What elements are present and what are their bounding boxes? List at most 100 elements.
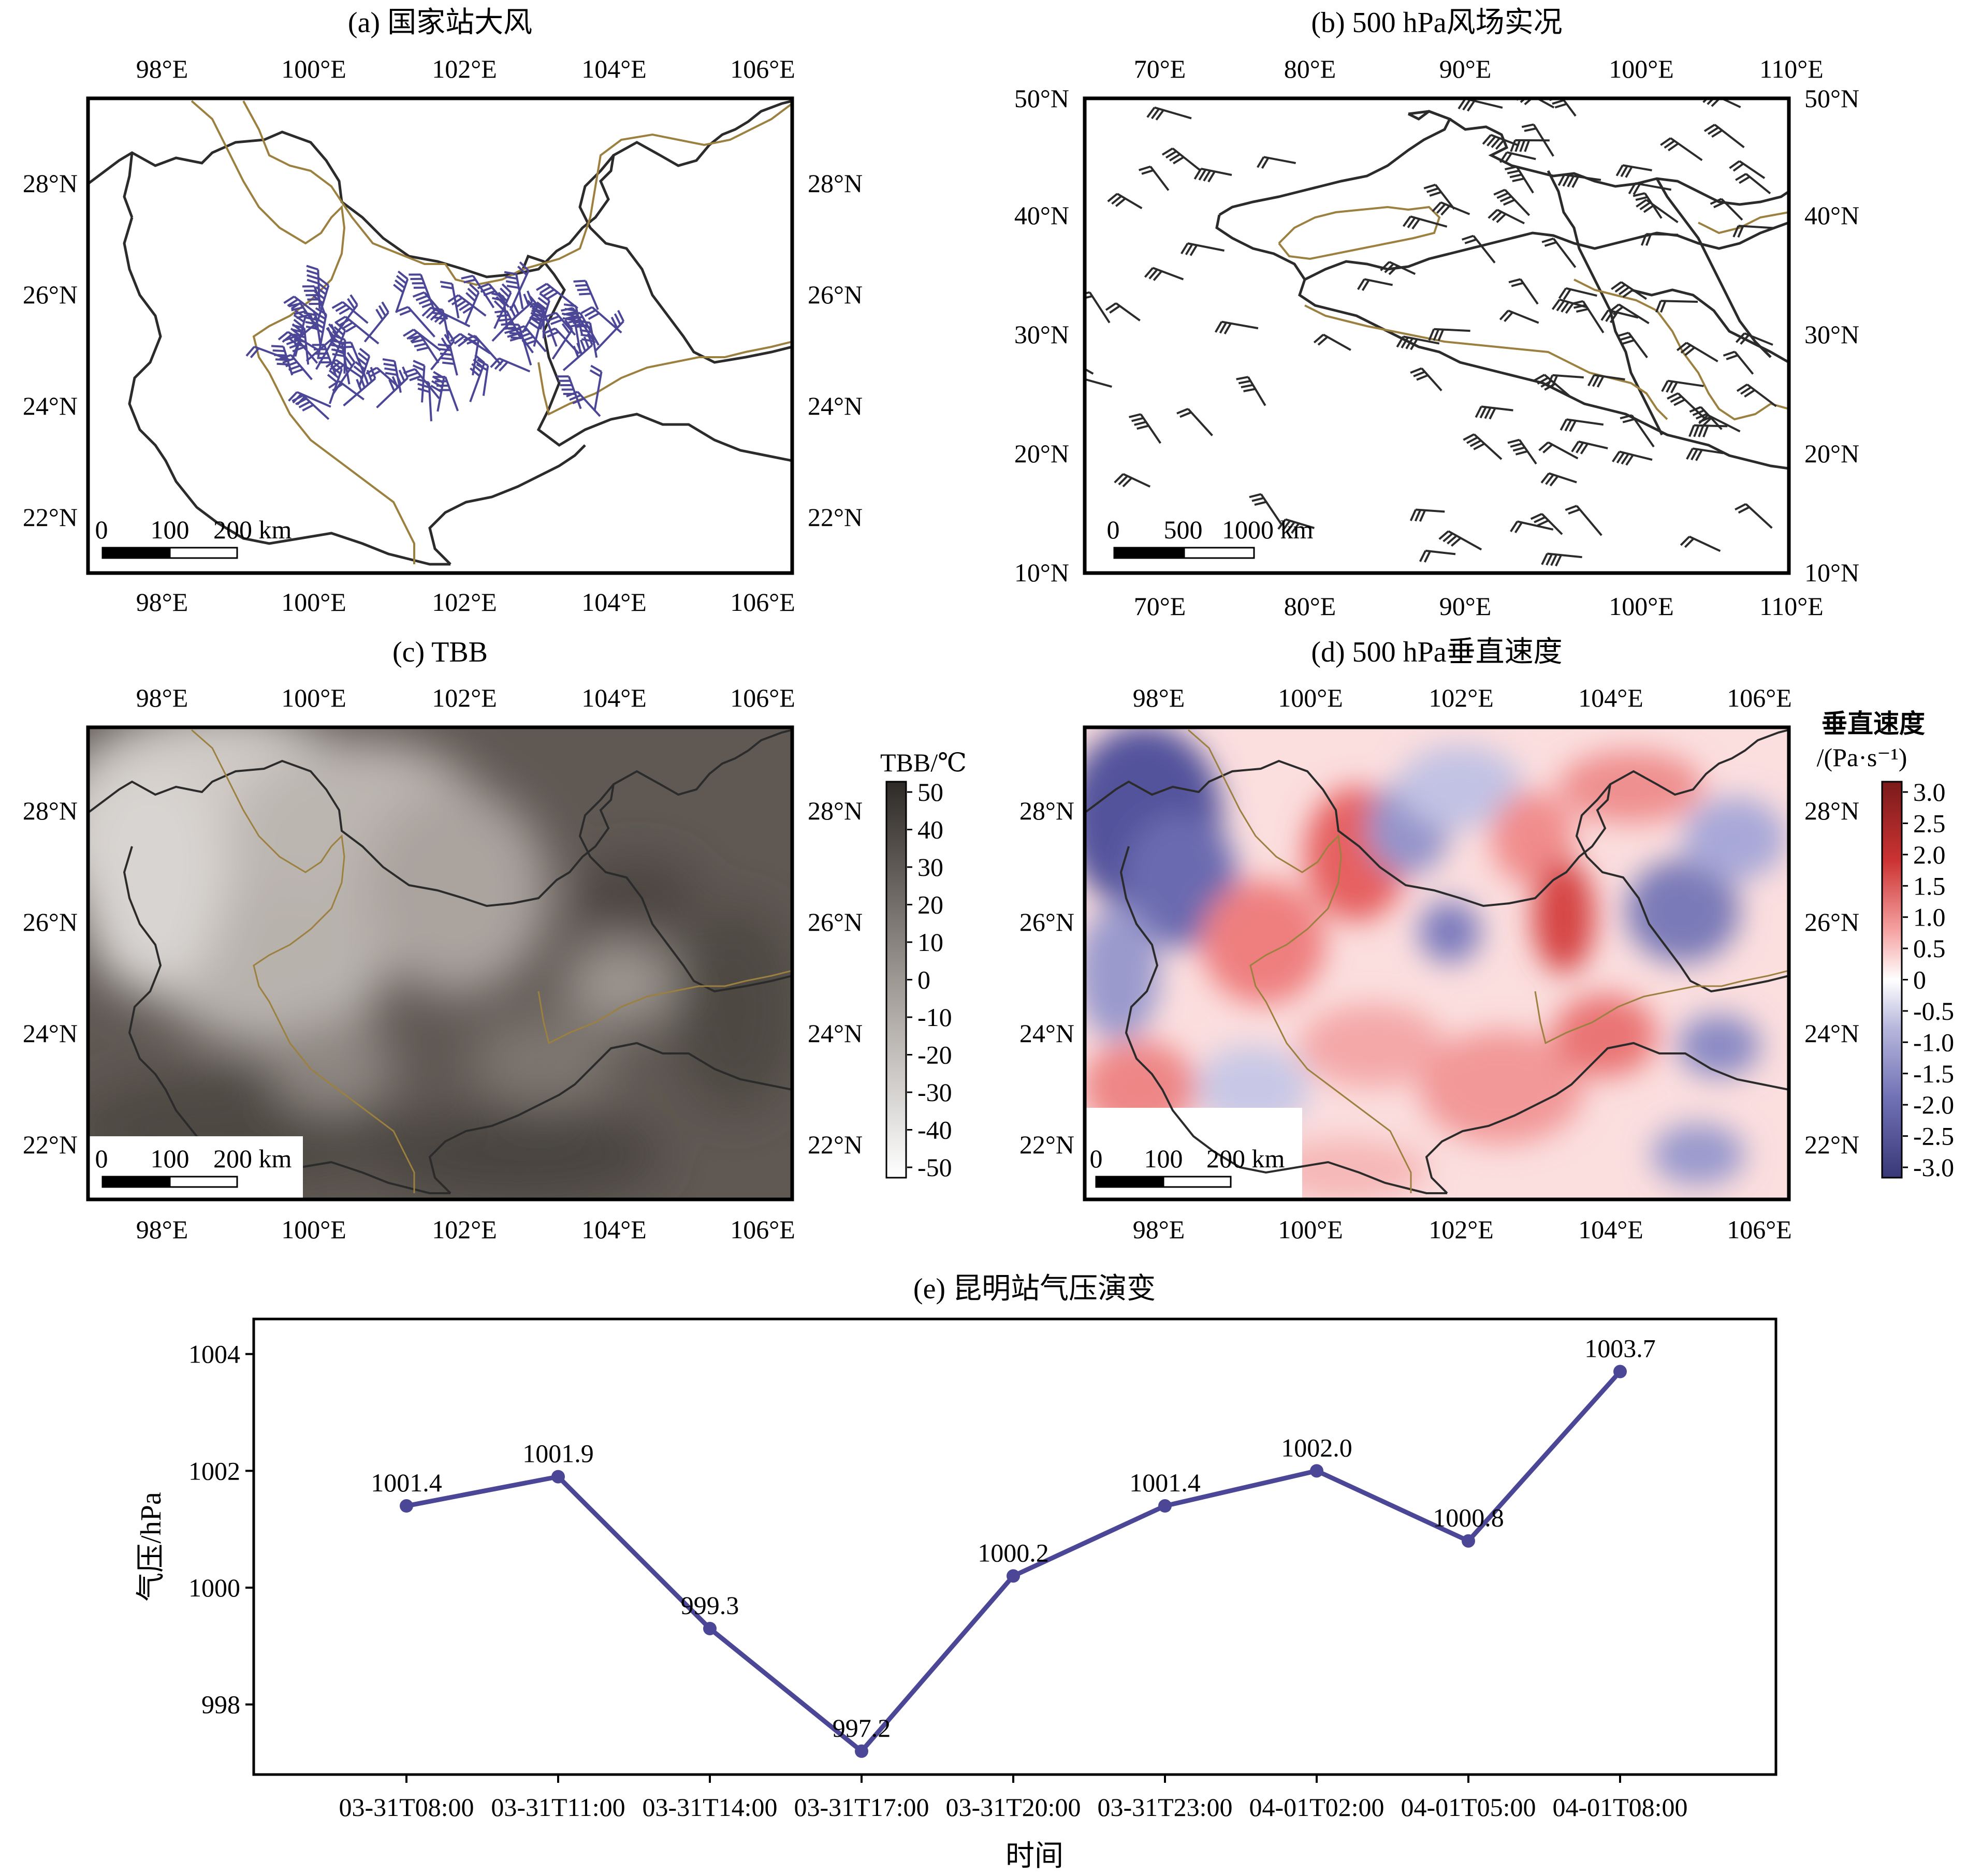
scale-segment <box>1183 547 1255 559</box>
wind-barb <box>1176 407 1213 436</box>
wind-barbs <box>245 261 625 421</box>
wind-barb <box>1463 433 1503 460</box>
wind-barb <box>1277 518 1315 534</box>
scale-label: 0 <box>95 515 108 544</box>
x-axis: 03-31T08:00 03-31T11:00 03-31T14:00 03-31T1… <box>339 1775 1688 1822</box>
colorbar-unit: /(Pa·s⁻¹) <box>1817 743 1907 772</box>
wind-barb <box>1508 278 1539 305</box>
wind-barb <box>1538 441 1579 460</box>
wind-barb <box>581 306 622 334</box>
tick-label: 22°N <box>808 1130 863 1159</box>
scale-bar: 0 100 200 km <box>95 515 292 559</box>
tick-label: 106°E <box>730 1215 795 1244</box>
data-label: 1001.4 <box>371 1468 442 1497</box>
province-border <box>1408 110 1789 206</box>
tick-label: 24°N <box>23 391 78 420</box>
wind-barb <box>1357 278 1393 291</box>
country-border <box>1188 729 1412 1193</box>
panel-a-map <box>88 99 792 566</box>
wind-barb <box>1161 148 1202 172</box>
scale-segment <box>1113 547 1185 559</box>
wind-barb <box>1723 350 1754 375</box>
panel-b-lon-ticks-top: 70°E 80°E 90°E 100°E 110°E <box>1134 54 1824 83</box>
wind-barb <box>573 280 599 310</box>
wind-barb <box>1438 530 1482 551</box>
panel-d: (d) 500 hPa垂直速度 <box>1019 636 1954 1244</box>
tick-label: 100°E <box>1609 592 1674 621</box>
colorbar-label: 10 <box>917 928 943 957</box>
wind-barb <box>1428 328 1470 341</box>
wind-barb <box>1193 168 1232 183</box>
panel-a: (a) 国家站大风 98°E 100°E 102°E 104°E 106°E 9… <box>23 7 863 617</box>
colorbar-label: 1.5 <box>1913 871 1946 900</box>
colorbar-label: 0 <box>917 965 930 994</box>
province-border <box>123 846 450 1194</box>
data-label: 1003.7 <box>1584 1334 1656 1363</box>
tick-label: 24°N <box>1804 1019 1859 1048</box>
province-border <box>1218 110 1452 216</box>
wind-barb <box>1689 406 1723 430</box>
wind-barb <box>528 303 545 347</box>
tick-label: 28°N <box>1804 796 1859 825</box>
tick-label: 100°E <box>1609 54 1674 83</box>
wind-barb <box>1551 298 1588 314</box>
tick-label: 26°N <box>23 280 78 309</box>
tick-label: 100°E <box>281 588 346 617</box>
province-border <box>88 729 792 907</box>
wind-barb <box>1676 342 1718 362</box>
data-point <box>1613 1365 1627 1379</box>
country-border <box>537 341 792 416</box>
wind-barb <box>536 283 578 310</box>
scale-bar: 0 500 1000 km <box>1107 515 1314 559</box>
province-border <box>1425 1042 1789 1194</box>
panel-c-lon-ticks-top: 98°E 100°E 102°E 104°E 106°E <box>136 683 795 712</box>
wind-barb <box>1458 98 1503 112</box>
wind-barb <box>490 357 531 373</box>
tick-label: 100°E <box>281 1215 346 1244</box>
tick-label: 100°E <box>1278 683 1343 712</box>
wind-barb <box>562 333 593 371</box>
province-border <box>1655 178 1772 358</box>
panel-b-lat-ticks-left: 10°N 20°N 30°N 40°N 50°N <box>1014 84 1069 587</box>
panel-d-lat-ticks-left: 22°N 24°N 26°N 28°N <box>1019 796 1074 1159</box>
x-tick-label: 04-01T02:00 <box>1249 1793 1384 1822</box>
province-border <box>88 99 792 279</box>
panel-d-title: (d) 500 hPa垂直速度 <box>1311 636 1562 668</box>
panel-a-lat-ticks-left: 22°N 24°N 26°N 28°N <box>23 169 78 532</box>
wind-barb <box>1541 237 1577 268</box>
x-tick-label: 03-31T14:00 <box>642 1793 777 1822</box>
x-axis-label: 时间 <box>1005 1840 1063 1872</box>
wind-barb <box>1146 106 1192 121</box>
data-point <box>1310 1464 1323 1478</box>
colorbar-label: 20 <box>917 890 943 919</box>
panel-a-lat-ticks-right: 22°N 24°N 26°N 28°N <box>808 169 863 532</box>
wind-barb <box>363 301 389 343</box>
wind-barb <box>409 273 436 312</box>
colorbar-label: -1.0 <box>1913 1028 1954 1057</box>
tick-label: 106°E <box>1727 1215 1792 1244</box>
scale-label: 100 <box>1144 1144 1183 1173</box>
wind-barb <box>332 351 356 395</box>
tick-label: 102°E <box>432 683 497 712</box>
scale-segment <box>101 547 171 559</box>
tick-label: 22°N <box>1019 1130 1074 1159</box>
wind-barb <box>1558 287 1597 300</box>
scale-label: 0 <box>95 1144 108 1173</box>
panel-c-lat-ticks-right: 22°N 24°N 26°N 28°N <box>808 796 863 1159</box>
scale-label: 200 km <box>1206 1144 1285 1173</box>
tick-label: 104°E <box>581 1215 647 1244</box>
country-border <box>1534 970 1789 1045</box>
data-label: 1002.0 <box>1281 1433 1352 1462</box>
wind-barb <box>1702 98 1741 108</box>
wind-barb <box>412 360 426 403</box>
wind-barb <box>1571 441 1608 455</box>
province-border <box>1575 783 1789 993</box>
wind-barb <box>1249 493 1283 525</box>
data-label: 999.3 <box>681 1591 739 1620</box>
tick-label: 104°E <box>581 54 647 83</box>
wind-barb <box>561 307 596 344</box>
wind-barb <box>561 312 581 354</box>
tick-label: 80°E <box>1284 592 1336 621</box>
panel-c-lat-ticks-left: 22°N 24°N 26°N 28°N <box>23 796 78 1159</box>
